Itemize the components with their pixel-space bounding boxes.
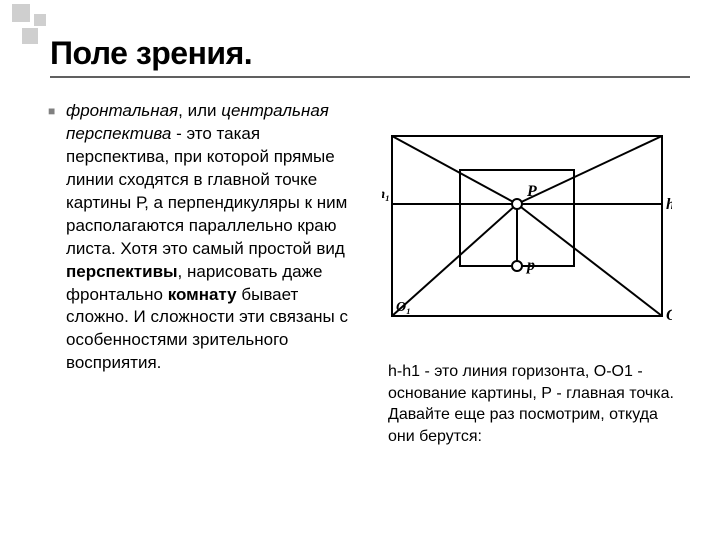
- body: ■ фронтальная, или центральная перспекти…: [48, 100, 690, 447]
- emph-1: фронтальная: [66, 101, 178, 120]
- bold-1: перспективы: [66, 262, 178, 281]
- svg-text:p: p: [525, 257, 535, 274]
- diagram-svg: Pp h₁ h O₁ O: [382, 118, 672, 328]
- svg-text:O₁: O₁: [396, 300, 411, 315]
- deco-square: [22, 28, 38, 44]
- slide-title: Поле зрения.: [50, 35, 690, 78]
- svg-text:h: h: [666, 196, 672, 213]
- deco-square: [12, 4, 30, 22]
- svg-text:P: P: [526, 183, 537, 200]
- svg-text:h₁: h₁: [382, 187, 390, 202]
- diagram-caption: h-h1 - это линия горизонта, О-О1 - основ…: [378, 361, 690, 447]
- txt-4: - это такая перспектива, при которой пря…: [66, 124, 347, 258]
- perspective-diagram: Pp h₁ h O₁ O: [382, 118, 690, 333]
- deco-square: [34, 14, 46, 26]
- bullet-text: фронтальная, или центральная перспектива…: [66, 100, 348, 447]
- txt-2: , или: [178, 101, 221, 120]
- svg-text:O: O: [666, 307, 672, 324]
- bullet-marker-icon: ■: [48, 100, 66, 447]
- right-column: Pp h₁ h O₁ O h-h1 - это линия горизонта, О-О…: [348, 100, 690, 447]
- bullet-column: ■ фронтальная, или центральная перспекти…: [48, 100, 348, 447]
- bold-2: комнату: [168, 285, 237, 304]
